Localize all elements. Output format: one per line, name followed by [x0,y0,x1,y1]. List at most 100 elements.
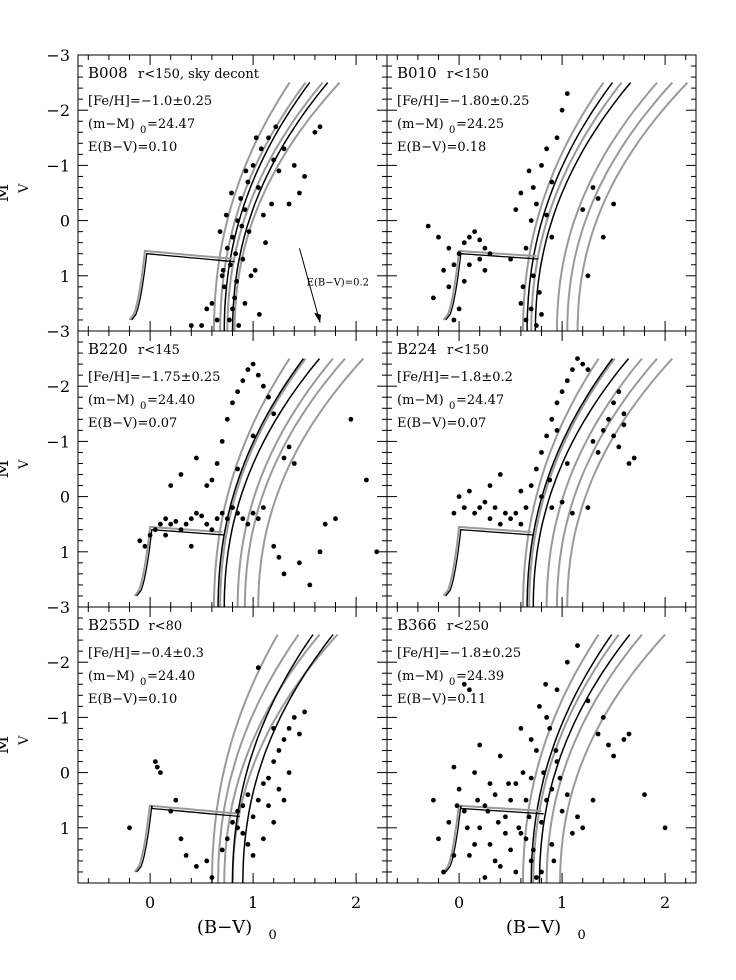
data-point [266,394,271,400]
reddening-arrowhead [314,312,322,323]
isochrone-black [242,634,334,883]
x-tick-label: 0 [145,893,155,912]
data-point [549,179,555,185]
data-point [178,836,184,842]
isochrone-gray [213,358,291,607]
data-points [425,91,616,328]
data-point [297,560,302,566]
panel-distance-value: =24.25 [456,117,504,132]
data-point [240,803,246,809]
data-point [541,770,546,775]
isochrone-gray [556,81,658,331]
data-point [539,450,544,455]
x-tick-label: 1 [248,893,258,912]
ticks [78,330,387,608]
data-point [544,212,549,218]
x-axis-title: (B−V) [506,917,561,938]
data-point [549,786,555,792]
ticks [78,54,387,332]
data-point [472,842,477,847]
y-tick-label: −2 [46,377,70,396]
data-point [530,185,536,190]
panel-reddening: E(B−V)=0.10 [88,692,177,707]
y-tick-label: 1 [60,819,70,838]
data-point [261,212,266,218]
data-point [585,273,591,279]
panel-b010: B010 r<150 [Fe/H]=−1.80±0.25 (m−M) 0 =24.25 E(… [386,54,697,332]
data-point [317,549,323,555]
data-point [456,494,462,499]
data-point [322,521,328,527]
data-point [441,869,446,875]
data-point [497,753,503,759]
data-point [590,439,596,444]
data-point [276,554,282,560]
data-point [554,759,560,764]
data-point [497,521,503,527]
data-point [209,301,215,306]
isochrones [133,633,339,883]
ticks [387,330,696,608]
panel-radius: r<80 [149,619,183,634]
panel-distance-subscript: 0 [449,401,455,412]
data-point [503,510,508,516]
y-tick-label: −3 [46,598,70,617]
data-point [235,825,241,831]
data-point [590,797,596,803]
data-point [234,278,240,284]
panel-distance-subscript: 0 [140,677,146,688]
data-point [307,582,313,588]
x-axis-subscript: 0 [578,928,586,943]
data-point [516,825,522,831]
data-point [451,510,457,516]
data-point [271,759,277,764]
data-point [214,317,220,323]
data-point [513,869,519,875]
data-point [152,759,158,764]
data-point [508,847,513,853]
data-point [436,836,441,842]
isochrone-gray [226,81,324,331]
data-point [154,764,160,770]
isochrones [133,357,365,607]
data-point [199,323,205,328]
panel-grid: −3−2−101MVB008r<150, sky decont[Fe/H]=−1… [0,46,697,943]
data-point [530,847,536,853]
ticks [387,54,696,332]
data-point [570,510,575,516]
data-point [570,830,575,836]
hb-gray [133,804,238,873]
data-point [127,825,132,831]
y-tick-label: −1 [46,432,70,451]
data-point [487,251,493,257]
data-point [209,875,215,880]
isochrone-gray [566,357,674,607]
y-tick-label: −1 [46,708,70,727]
data-point [147,532,153,538]
data-point [431,797,436,803]
y-axis-subscript: V [17,459,32,470]
data-point [291,715,297,720]
data-point [276,786,282,792]
data-point [235,510,241,516]
panel-metallicity: [Fe/H]=−1.80±0.25 [397,94,529,109]
data-point [245,792,251,798]
y-tick-label: 1 [60,267,70,286]
data-point [188,516,194,522]
data-point [236,323,242,328]
reddening-label: E(B−V)=0.2 [307,277,369,288]
panel-metallicity: [Fe/H]=−1.8±0.25 [397,646,521,661]
data-point [523,245,529,251]
isochrone-gray [219,82,307,331]
data-point [243,168,249,174]
data-point [616,389,622,395]
data-point [534,201,539,207]
hb-gray [442,525,532,597]
x-axis-subscript: 0 [269,928,277,943]
panel-distance-subscript: 0 [140,401,146,412]
panel-distance-value: =24.47 [147,117,195,132]
hb-black [445,253,539,321]
data-point [137,538,143,544]
data-point [425,223,431,229]
data-point [621,737,627,742]
